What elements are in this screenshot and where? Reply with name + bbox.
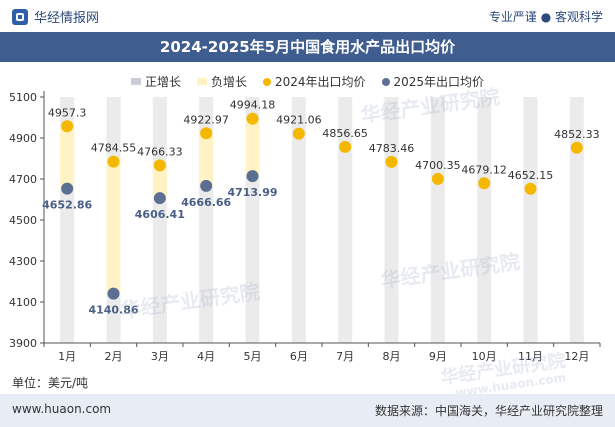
x-tick-label: 5月 bbox=[244, 350, 262, 363]
chart-title: 2024-2025年5月中国食用水产品出口均价 bbox=[0, 32, 615, 62]
data-label-2024: 4652.15 bbox=[508, 169, 554, 182]
background-bar bbox=[430, 97, 445, 343]
point-2024 bbox=[385, 155, 398, 168]
data-label-2024: 4784.55 bbox=[91, 142, 137, 155]
point-2025 bbox=[200, 179, 213, 192]
x-tick-label: 3月 bbox=[151, 350, 169, 363]
point-2025 bbox=[61, 182, 74, 195]
change-bar bbox=[60, 126, 75, 189]
data-label-2024: 4700.35 bbox=[415, 159, 461, 172]
data-label-2024: 4957.3 bbox=[48, 106, 87, 119]
point-2024 bbox=[431, 172, 444, 185]
legend-swatch-positive bbox=[130, 78, 141, 85]
legend-item-2024: 2024年出口均价 bbox=[262, 73, 366, 90]
data-label-2024: 4922.97 bbox=[183, 113, 229, 126]
x-tick-label: 8月 bbox=[383, 350, 401, 363]
data-label-2025: 4140.86 bbox=[88, 304, 138, 317]
x-tick-label: 1月 bbox=[58, 350, 76, 363]
legend-label: 负增长 bbox=[210, 75, 247, 89]
change-bar bbox=[152, 165, 167, 199]
data-label-2025: 4713.99 bbox=[227, 186, 277, 199]
change-bar bbox=[245, 118, 260, 177]
point-2025 bbox=[107, 287, 120, 300]
point-2024 bbox=[200, 127, 213, 140]
background-bar bbox=[523, 97, 538, 343]
x-tick-label: 6月 bbox=[290, 350, 308, 363]
change-bar bbox=[106, 161, 121, 294]
point-2024 bbox=[339, 140, 352, 153]
data-label-2024: 4679.12 bbox=[461, 163, 507, 176]
point-2024 bbox=[153, 159, 166, 172]
brand-logo-icon bbox=[12, 8, 28, 25]
data-label-2024: 4852.33 bbox=[554, 128, 600, 141]
legend-item-positive: 正增长 bbox=[130, 73, 181, 90]
point-2025 bbox=[246, 170, 259, 183]
point-2024 bbox=[570, 141, 583, 154]
data-label-2024: 4994.18 bbox=[230, 99, 276, 112]
legend-item-2025: 2025年出口均价 bbox=[381, 73, 485, 90]
x-tick-label: 7月 bbox=[336, 350, 354, 363]
y-tick-label: 3900 bbox=[9, 337, 37, 350]
top-bar: 华经情报网 专业严谨 ● 客观科学 bbox=[0, 0, 615, 32]
data-label-2025: 4666.66 bbox=[181, 196, 231, 209]
y-tick-label: 4300 bbox=[9, 255, 37, 268]
legend-label: 2024年出口均价 bbox=[274, 75, 366, 89]
data-label-2024: 4766.33 bbox=[137, 145, 183, 158]
point-2024 bbox=[61, 120, 74, 133]
y-tick-label: 4100 bbox=[9, 296, 37, 309]
brand-name: 华经情报网 bbox=[34, 11, 100, 26]
footer-site: www.huaon.com bbox=[12, 402, 112, 416]
point-2025 bbox=[153, 192, 166, 205]
background-bar bbox=[569, 97, 584, 343]
y-tick-label: 4700 bbox=[9, 173, 37, 186]
background-bar bbox=[477, 97, 492, 343]
brand: 华经情报网 bbox=[12, 7, 99, 26]
legend-dot-2024 bbox=[262, 77, 271, 86]
data-label-2024: 4921.06 bbox=[276, 114, 322, 127]
tagline: 专业严谨 ● 客观科学 bbox=[488, 10, 603, 24]
background-bar bbox=[384, 97, 399, 343]
unit-label: 单位：美元/吨 bbox=[12, 376, 89, 390]
legend: 正增长 负增长 2024年出口均价 2025年出口均价 bbox=[0, 73, 615, 90]
background-bar bbox=[291, 97, 306, 343]
y-tick-label: 5100 bbox=[9, 91, 37, 104]
point-2024 bbox=[246, 112, 259, 125]
legend-dot-2025 bbox=[381, 77, 390, 86]
legend-swatch-negative bbox=[196, 78, 207, 85]
data-label-2024: 4783.46 bbox=[369, 142, 415, 155]
legend-label: 2025年出口均价 bbox=[393, 75, 485, 89]
data-label-2025: 4652.86 bbox=[42, 199, 92, 212]
x-tick-label: 12月 bbox=[564, 350, 589, 363]
footer-source: 数据来源：中国海关，华经产业研究院整理 bbox=[374, 404, 603, 418]
legend-label: 正增长 bbox=[144, 75, 181, 89]
footer: www.huaon.com 数据来源：中国海关，华经产业研究院整理 bbox=[0, 394, 615, 427]
point-2024 bbox=[107, 155, 120, 168]
change-bar bbox=[199, 133, 214, 186]
x-tick-label: 9月 bbox=[429, 350, 447, 363]
x-tick-label: 11月 bbox=[518, 350, 543, 363]
point-2024 bbox=[524, 182, 537, 195]
x-tick-label: 4月 bbox=[197, 350, 215, 363]
legend-item-negative: 负增长 bbox=[196, 73, 247, 90]
y-tick-label: 4900 bbox=[9, 132, 37, 145]
x-tick-label: 10月 bbox=[472, 350, 497, 363]
data-label-2024: 4856.65 bbox=[322, 127, 368, 140]
point-2024 bbox=[292, 127, 305, 140]
y-tick-label: 4500 bbox=[9, 214, 37, 227]
data-label-2025: 4606.41 bbox=[135, 208, 185, 221]
background-bar bbox=[338, 97, 353, 343]
point-2024 bbox=[478, 177, 491, 190]
background-bar bbox=[152, 97, 167, 343]
x-tick-label: 2月 bbox=[105, 350, 123, 363]
